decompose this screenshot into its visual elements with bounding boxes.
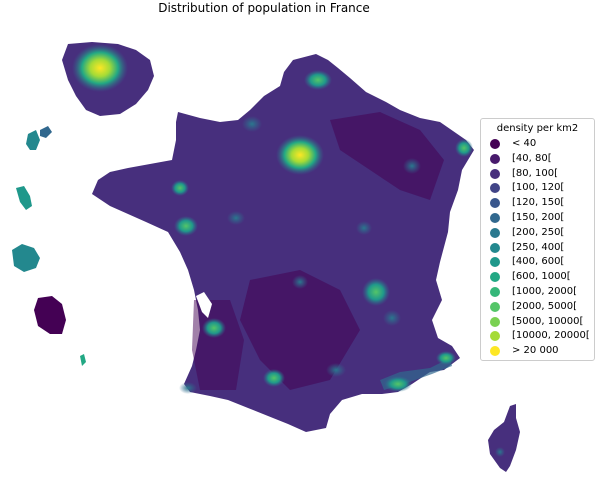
legend-swatch — [490, 213, 500, 223]
reunion-shape — [12, 244, 40, 272]
legend-item: [80, 100[ — [481, 167, 594, 181]
legend-swatch — [490, 346, 500, 357]
legend-label: [40, 80[ — [512, 152, 552, 164]
legend-item: [2000, 5000[ — [481, 300, 594, 314]
marseille-hotspot — [384, 376, 412, 392]
nancy-hotspot — [403, 158, 421, 174]
legend-swatch — [490, 257, 500, 268]
ile-de-france-hotspot — [72, 44, 128, 92]
legend-swatch — [490, 316, 500, 327]
legend-label: [250, 400[ — [512, 241, 565, 253]
metropolitan-france — [92, 54, 474, 432]
grenoble-hotspot — [383, 310, 401, 326]
bordeaux-hotspot — [202, 318, 226, 338]
legend-item: [10000, 20000[ — [481, 329, 594, 343]
legend-title: density per km2 — [496, 123, 579, 134]
legend-item: [200, 250[ — [481, 226, 594, 240]
guadeloupe-east-shape — [40, 126, 52, 138]
legend-label: [10000, 20000[ — [512, 330, 590, 342]
legend-label: [80, 100[ — [512, 167, 558, 179]
paris-hotspot — [276, 135, 324, 175]
legend-swatch — [490, 168, 500, 179]
legend-item: [1000, 2000[ — [481, 285, 594, 299]
rouen-hotspot — [242, 116, 262, 132]
legend-swatch — [490, 272, 500, 283]
tours-hotspot — [227, 211, 245, 225]
gironde-estuary — [196, 292, 212, 318]
map-title: Distribution of population in France — [158, 1, 370, 15]
legend-label: [120, 150[ — [512, 197, 565, 209]
legend-swatch — [490, 301, 500, 312]
legend-item: [150, 200[ — [481, 211, 594, 225]
legend-label: [150, 200[ — [512, 212, 565, 223]
guyane-shape — [34, 296, 66, 334]
legend-label: [2000, 5000[ — [512, 300, 578, 312]
legend-swatch — [490, 183, 500, 194]
rennes-hotspot — [171, 180, 189, 196]
ile-de-france-inset — [62, 42, 154, 116]
legend-swatch — [490, 198, 500, 209]
legend-swatch — [490, 331, 500, 342]
mayotte-shape — [80, 354, 86, 366]
dijon-hotspot — [356, 221, 372, 235]
overseas-territories — [12, 126, 86, 366]
clermont-hotspot — [292, 275, 308, 289]
martinique-shape — [16, 186, 32, 210]
mainland-north-dark — [330, 112, 444, 200]
map-legend: density per km2 < 40 [40, 80[ [80, 100[ [10… — [480, 118, 595, 361]
strasbourg-hotspot — [455, 139, 473, 157]
legend-label: [400, 600[ — [512, 256, 565, 268]
legend-swatch — [490, 242, 500, 253]
legend-label: < 40 — [512, 138, 537, 149]
legend-item: [120, 150[ — [481, 196, 594, 210]
legend-swatch — [490, 139, 500, 149]
legend-swatch — [490, 227, 500, 238]
lyon-hotspot — [362, 278, 390, 306]
corsica-shape — [488, 404, 520, 472]
corsica-hotspot — [495, 447, 505, 457]
lille-hotspot — [304, 70, 332, 90]
legend-item: [250, 400[ — [481, 241, 594, 255]
legend-item: [5000, 10000[ — [481, 315, 594, 329]
nice-hotspot — [436, 351, 456, 365]
nantes-hotspot — [174, 216, 198, 236]
montpellier-hotspot — [326, 363, 346, 377]
guadeloupe-shape — [26, 130, 40, 150]
legend-item: > 20 000 — [481, 344, 594, 358]
legend-label: [100, 120[ — [512, 182, 565, 194]
legend-item: [100, 120[ — [481, 181, 594, 195]
bayonne-hotspot — [179, 382, 197, 394]
legend-label: [600, 1000[ — [512, 271, 571, 283]
legend-label: > 20 000 — [512, 345, 559, 357]
legend-item: < 40 — [481, 137, 594, 151]
legend-item: [400, 600[ — [481, 255, 594, 269]
legend-label: [200, 250[ — [512, 226, 565, 238]
legend-label: [1000, 2000[ — [512, 286, 578, 297]
toulouse-hotspot — [263, 369, 285, 387]
legend-item: [40, 80[ — [481, 152, 594, 166]
mainland-south-dark — [240, 270, 360, 390]
legend-item: [600, 1000[ — [481, 270, 594, 284]
legend-swatch — [490, 153, 500, 164]
legend-swatch — [490, 287, 500, 297]
legend-label: [5000, 10000[ — [512, 315, 584, 327]
